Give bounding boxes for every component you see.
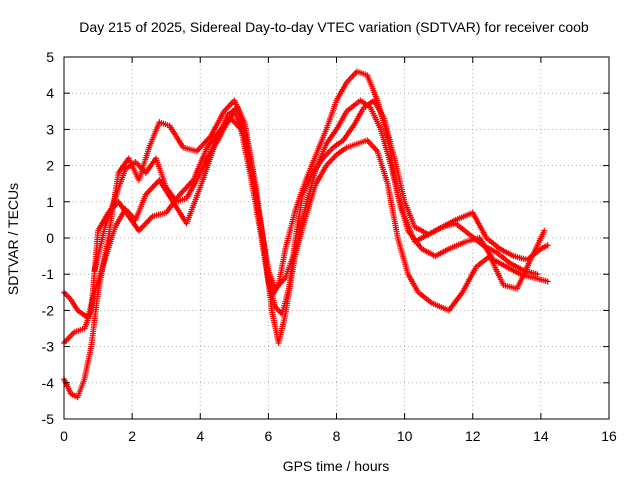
x-axis-label: GPS time / hours bbox=[283, 458, 390, 474]
x-tick-label: 10 bbox=[397, 428, 413, 444]
y-tick-label: -4 bbox=[42, 375, 55, 391]
y-axis-label: SDTVAR / TECUs bbox=[5, 183, 21, 295]
y-tick-label: 3 bbox=[46, 121, 54, 137]
x-tick-label: 16 bbox=[601, 428, 617, 444]
y-tick-label: 0 bbox=[46, 230, 54, 246]
x-tick-label: 8 bbox=[333, 428, 341, 444]
y-tick-label: -3 bbox=[42, 339, 55, 355]
grid-lines bbox=[64, 57, 609, 419]
x-tick-label: 14 bbox=[533, 428, 549, 444]
series-track-2 bbox=[61, 68, 551, 321]
series-track-3 bbox=[61, 97, 548, 401]
x-tick-label: 6 bbox=[264, 428, 272, 444]
y-tick-label: -5 bbox=[42, 411, 55, 427]
data-points bbox=[61, 68, 551, 401]
series-trace bbox=[62, 69, 549, 320]
x-tick-label: 12 bbox=[465, 428, 481, 444]
series-track-4 bbox=[91, 97, 541, 292]
y-tick-label: -2 bbox=[42, 302, 55, 318]
y-tick-label: 5 bbox=[46, 49, 54, 65]
x-tick-label: 0 bbox=[60, 428, 68, 444]
x-tick-label: 4 bbox=[196, 428, 204, 444]
series-trace bbox=[92, 98, 539, 291]
series-trace bbox=[61, 99, 547, 400]
y-tick-label: 1 bbox=[46, 194, 54, 210]
y-tick-label: 2 bbox=[46, 158, 54, 174]
x-tick-label: 2 bbox=[128, 428, 136, 444]
y-tick-label: 4 bbox=[46, 85, 54, 101]
chart-title: Day 215 of 2025, Sidereal Day-to-day VTE… bbox=[79, 19, 589, 35]
y-tick-label: -1 bbox=[42, 266, 55, 282]
